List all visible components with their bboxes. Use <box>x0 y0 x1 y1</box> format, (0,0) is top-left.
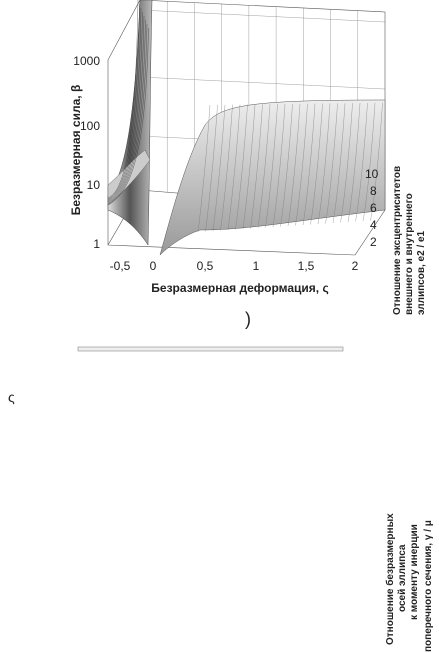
mesh-line <box>227 104 241 231</box>
mesh-line <box>280 103 293 227</box>
mesh-line <box>107 3 140 200</box>
mesh-line <box>107 7 142 201</box>
cropped-figure-edge <box>77 346 344 352</box>
z-tick-label: 8 <box>370 184 377 198</box>
mesh-line <box>235 104 248 230</box>
x-tick-label: 0,5 <box>197 259 214 273</box>
y-tick-label: 100 <box>80 119 100 133</box>
mesh-line <box>107 19 146 204</box>
mesh-line <box>197 104 211 233</box>
mesh-line <box>242 104 256 230</box>
z-axis-label: Отношение безразмерных <box>384 513 396 645</box>
x-axis-label: Безразмерная деформация, ς <box>151 281 328 295</box>
z-axis-label: осей эллипса <box>397 544 408 612</box>
surface-plot: 1000 100 10 1 Безразмерная сила, β -0,5 … <box>69 0 427 315</box>
mesh-line <box>302 103 316 226</box>
surface-left <box>107 0 153 246</box>
z-tick-label: 2 <box>370 235 377 249</box>
z-axis-label: эллипсов, e2 / e1 <box>416 230 427 315</box>
mesh-line <box>287 103 301 227</box>
caption: ) <box>245 309 251 329</box>
mesh-line <box>107 0 139 199</box>
y-tick-label: 1000 <box>73 54 100 68</box>
mesh-line <box>205 104 218 232</box>
mesh-line <box>212 104 226 232</box>
x-tick-label: 0 <box>150 259 157 273</box>
mesh-line <box>272 103 286 228</box>
mesh-line <box>107 27 149 206</box>
x-tick-label: 1,5 <box>298 259 315 273</box>
mesh-line <box>317 103 331 225</box>
surface-right <box>159 99 386 256</box>
stray-symbol: ς <box>8 389 15 405</box>
mesh-line <box>295 103 308 226</box>
z-tick-label: 6 <box>370 201 377 215</box>
mesh-line <box>265 104 278 228</box>
z-axis-label: поперечного сечения, γ / μ <box>423 520 434 652</box>
mesh-line <box>107 23 148 205</box>
z-tick-label: 10 <box>365 167 379 181</box>
x-tick-label: -0,5 <box>110 259 131 273</box>
x-tick-label: 2 <box>352 259 359 273</box>
mesh-line <box>310 103 323 225</box>
z-tick-label: 4 <box>370 218 377 232</box>
y-tick-label: 1 <box>93 237 100 251</box>
mesh-line <box>107 15 145 203</box>
z-axis-label: внешнего и внутреннего <box>404 193 415 315</box>
z-axis-label: к моменту инерции <box>409 524 420 620</box>
y-tick-label: 10 <box>87 178 101 192</box>
mesh-line <box>107 11 143 202</box>
mesh-line <box>250 104 263 229</box>
grid-line <box>139 9 386 23</box>
lower-figure-label: Отношение безразмерных осей эллипса к мо… <box>384 513 434 652</box>
x-tick-label: 1 <box>253 259 260 273</box>
mesh-line <box>257 104 271 229</box>
mesh-line <box>220 104 233 231</box>
y-axis-label: Безразмерная сила, β <box>69 85 83 216</box>
grid-line <box>139 76 386 90</box>
z-axis-label: Отношение эксцентриситетов <box>392 166 403 315</box>
